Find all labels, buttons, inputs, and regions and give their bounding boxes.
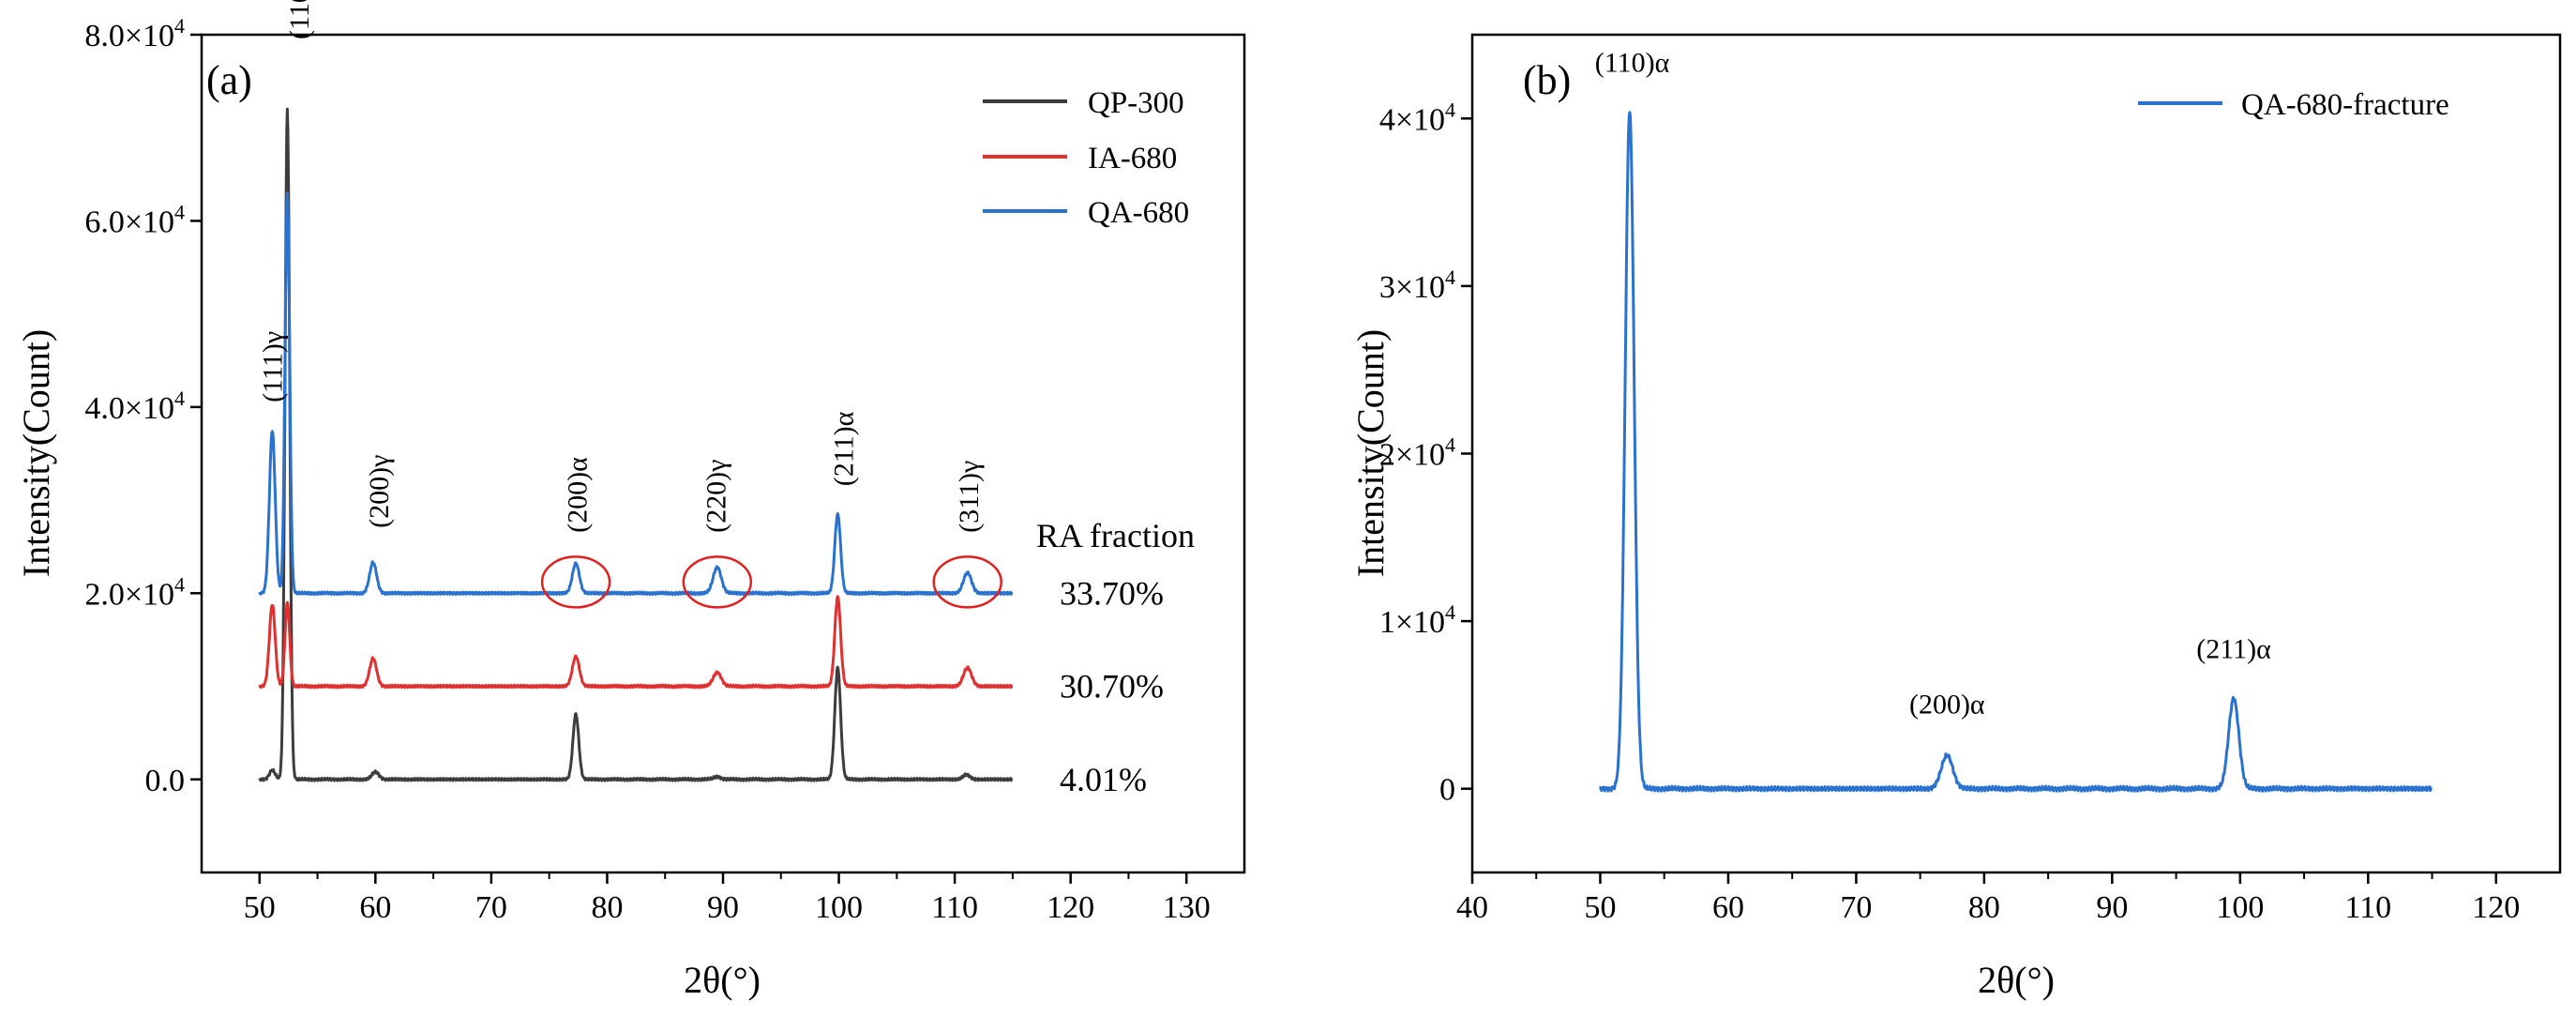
- panel-b-label: (b): [1523, 57, 1571, 103]
- series-line-qa-680: [258, 191, 1014, 597]
- panel-b-x-axis-label: 2θ(°): [1978, 959, 2055, 1001]
- ra-fraction-value: 33.70%: [1060, 574, 1164, 612]
- peak-label: (111)γ: [257, 331, 288, 402]
- y-tick-label: 2.0×104: [84, 572, 185, 612]
- x-tick-label: 90: [2096, 890, 2128, 925]
- series-line-ia-680: [258, 595, 1014, 690]
- highlight-circle: [682, 555, 753, 609]
- ra-fraction-value: 4.01%: [1060, 761, 1147, 798]
- x-tick-label: 100: [2216, 890, 2264, 925]
- highlight-circle: [932, 555, 1002, 609]
- peak-label: (211)α: [828, 411, 859, 486]
- legend-label-ia-680: IA-680: [1088, 142, 1177, 175]
- y-tick-label: 4.0×104: [84, 387, 185, 426]
- x-tick-label: 70: [1840, 890, 1872, 925]
- x-tick-label: 60: [359, 890, 391, 925]
- y-tick-label: 0: [1439, 773, 1455, 808]
- panel-b-chart: 40 50 60 70 80 90 100 110 120 0 1×104 2×104 3×104 4×1…: [1349, 33, 2562, 1001]
- series-line-qa-680-fracture: [1599, 111, 2433, 793]
- x-tick-label: 90: [707, 890, 739, 925]
- peak-label: (211)α: [2196, 633, 2271, 664]
- x-tick-label: 100: [815, 890, 863, 925]
- legend-label-qp-300: QP-300: [1088, 86, 1184, 120]
- ra-fraction-value: 30.70%: [1060, 668, 1164, 705]
- y-tick-label: 3×104: [1379, 265, 1455, 305]
- panel-b-y-axis-label: Intensity(Count): [1349, 329, 1392, 577]
- x-tick-label: 80: [1968, 890, 2000, 925]
- x-tick-label: 50: [1584, 890, 1616, 925]
- x-tick-label: 40: [1456, 890, 1488, 925]
- legend-label-qa-680: QA-680: [1088, 196, 1189, 230]
- x-tick-label: 110: [2344, 890, 2391, 925]
- panel-a-y-axis-label: Intensity(Count): [15, 329, 57, 577]
- y-tick-label: 4×104: [1379, 98, 1455, 137]
- peak-label: (200)γ: [364, 455, 395, 528]
- x-tick-label: 110: [931, 890, 978, 925]
- peak-label: (110)α: [1595, 47, 1670, 78]
- y-tick-label: 0.0: [145, 764, 186, 798]
- x-tick-label: 60: [1712, 890, 1744, 925]
- panel-a-label: (a): [206, 57, 252, 103]
- highlight-circle: [540, 555, 611, 609]
- x-tick-label: 130: [1163, 890, 1211, 925]
- peak-label: (200)α: [562, 457, 593, 533]
- y-tick-label: 1×104: [1379, 600, 1455, 640]
- panel-b-legend: QA-680-fracture: [2138, 88, 2449, 122]
- y-tick-label: 6.0×104: [84, 200, 185, 239]
- x-tick-label: 120: [1047, 890, 1094, 925]
- x-tick-label: 70: [475, 890, 507, 925]
- ra-fraction-title: RA fraction: [1036, 517, 1195, 554]
- series-line-qp-300: [258, 107, 1014, 782]
- peak-label: (200)α: [1909, 689, 1985, 720]
- legend-label-qa-680-fracture: QA-680-fracture: [2241, 88, 2449, 122]
- x-tick-label: 50: [244, 890, 276, 925]
- peak-label: (220)γ: [701, 460, 732, 533]
- panel-a-x-axis-label: 2θ(°): [684, 959, 761, 1001]
- panel-a-chart: 50 60 70 80 90 100 110 120 130 0.0 2.0×104 4.0×104 6…: [15, 0, 1246, 1001]
- y-tick-label: 2×104: [1379, 433, 1455, 473]
- peak-label: (311)γ: [954, 461, 985, 533]
- panel-a-legend: QP-300 IA-680 QA-680: [983, 86, 1189, 230]
- x-tick-label: 120: [2472, 890, 2520, 925]
- x-tick-label: 80: [591, 890, 623, 925]
- peak-label: (110)α: [284, 0, 315, 39]
- y-tick-label: 8.0×104: [84, 14, 185, 53]
